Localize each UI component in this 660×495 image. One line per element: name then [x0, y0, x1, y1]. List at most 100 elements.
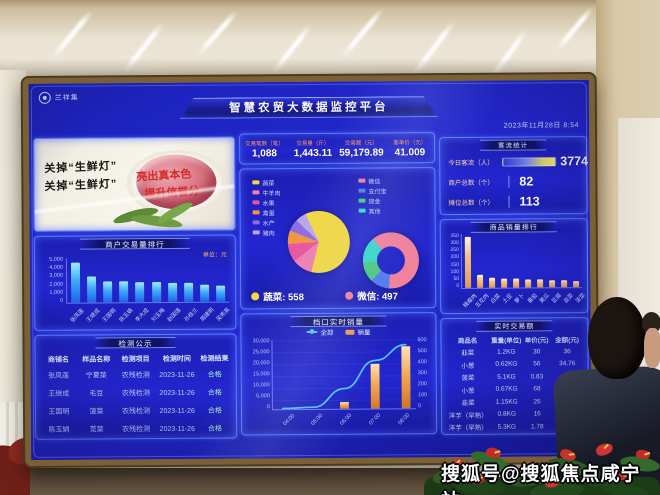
table-cell: 合格 — [207, 389, 222, 397]
y-axis: 350 300 250 200 150 100 50 0 — [443, 233, 459, 289]
axis-label-slot: 萝卜 — [511, 291, 526, 311]
visitor-stat-label: 摊位总数（个） — [448, 199, 495, 208]
table-cell: 0.8KG — [497, 410, 517, 418]
axis-label-slot: 刘玉梅 — [151, 305, 167, 325]
axis-label: 赵国强 — [166, 307, 183, 324]
table-cell: 26 — [533, 398, 541, 406]
table-row: 张凤莲 宁夏菜 农残检测 2023-11-26 合格 — [41, 366, 231, 385]
bar — [86, 276, 97, 303]
axis-label-slot: 豆腐 — [547, 290, 563, 310]
legend-swatch — [358, 188, 366, 193]
axis-label: 李大成 — [134, 307, 151, 324]
axis-label-slot: 04:00 — [281, 412, 296, 432]
stat-value: 1,443.11 — [293, 147, 333, 159]
table-cell: 小葱 — [461, 387, 475, 395]
second-person-face — [644, 328, 660, 368]
table-row: 王继成 毛豆 农残检测 2023-11-26 合格 — [41, 384, 231, 403]
banner-line-1: 关掉“生鲜灯” — [44, 160, 118, 176]
table-cell: 16 — [533, 410, 541, 418]
visitor-stat-label: 商户总数（个） — [448, 179, 494, 188]
axis-tick: 250 — [450, 247, 459, 254]
bar — [167, 282, 177, 302]
table-cell: 张凤莲 — [48, 372, 70, 380]
divider — [508, 195, 510, 208]
legend-item: 微信 — [358, 175, 386, 185]
column-header: 单价(元) — [524, 336, 549, 345]
axis-label-slot: 吴秀英 — [216, 305, 232, 325]
bar — [489, 277, 496, 288]
table-header-row: 商品名 重量(单位) 单价(元) 金额(元) — [445, 332, 583, 346]
axis-label: 吴秀英 — [215, 306, 232, 323]
table-row: 小葱 0.62KG 56 34.76 — [446, 358, 584, 371]
watermark: 搜狐号@搜狐焦点咸宁站 — [441, 464, 641, 495]
axis-label-slot: 五花肉 — [474, 291, 490, 311]
table-cell: 王国明 — [48, 408, 70, 416]
left-wall — [0, 70, 26, 430]
trend-legend: 全部 销量 — [241, 326, 435, 337]
logo-text: 兰祥集 — [54, 94, 79, 102]
banner-line-2: 关掉“生鲜灯” — [44, 178, 118, 194]
table-cell: 合格 — [207, 371, 222, 379]
table-cell: 2023-11-26 — [159, 371, 195, 379]
legend-label: 现金 — [368, 199, 381, 206]
stat-label: 客单价（元） — [393, 139, 427, 146]
legend-label: 猪肉 — [262, 230, 275, 237]
table-cell: 30 — [533, 348, 541, 356]
axis-label-slot: 孙桂兰 — [183, 305, 199, 325]
panel-title: 档口实时销量 — [290, 315, 387, 328]
axis-tick: 600 — [417, 337, 427, 344]
sales-trend-panel: 档口实时销量 全部 销量 30,000 25,000 20,000 15,000 10,0… — [240, 312, 438, 436]
stat-value: 41.009 — [394, 146, 426, 158]
axis-tick: 350 — [450, 232, 459, 240]
axis-tick: 10,000 — [252, 382, 270, 389]
legend-swatch — [252, 210, 260, 215]
table-cell: 韭菜 — [461, 400, 475, 408]
column-header: 样品名称 — [82, 355, 111, 364]
axis-label: 06:00 — [339, 412, 354, 427]
axis-label: 08:00 — [396, 412, 411, 427]
category-pie-chart — [287, 210, 351, 274]
axis-label-slot: 08:00 — [397, 411, 411, 431]
page-title: 智慧农贸大数据监控平台 — [180, 96, 438, 119]
legend-label: 蔬菜 — [262, 180, 275, 187]
category-legend: 蔬菜 牛羊肉 水果 禽蛋 水产 猪肉 — [252, 177, 281, 237]
divider — [508, 175, 510, 188]
panel-title: 实时交易额 — [476, 320, 553, 332]
axis-tick: 15,000 — [252, 371, 270, 378]
visitor-stats: 今日客流（人） 3774 商户总数（个） 82 摊位总数（个） 113 — [448, 151, 588, 212]
trend-svg — [281, 343, 411, 410]
bar — [216, 285, 226, 302]
axis-label-slot: 陈玉娟 — [118, 305, 134, 325]
legend-swatch — [252, 180, 260, 185]
red-flower — [470, 475, 485, 484]
axis-label-slot: 05:00 — [310, 412, 325, 432]
table-cell: 0.67KG — [495, 385, 518, 393]
stat-value: 1,088 — [251, 147, 277, 159]
category-pie-footer: 蔬菜: 558 — [251, 289, 304, 303]
column-header: 商品名 — [457, 337, 478, 345]
legend-label: 其他 — [368, 209, 381, 216]
axis-label: 07:00 — [368, 412, 383, 427]
legend-item: 牛羊肉 — [252, 187, 281, 197]
visitor-stat-row: 今日客流（人） 3774 — [448, 151, 588, 172]
legend-item: 禽蛋 — [252, 207, 281, 217]
panel-title: 商品销量排行 — [470, 221, 557, 233]
bar — [70, 262, 80, 303]
legend-item: 其他 — [358, 205, 387, 216]
column-header: 检测时间 — [162, 355, 191, 363]
axis-tick: 0 — [60, 297, 64, 304]
axis-label-slot: 张凤莲 — [69, 306, 85, 326]
table-cell: 洋芋（早熟） — [448, 412, 488, 420]
payment-donut-chart — [362, 232, 420, 289]
bar — [537, 279, 544, 288]
table-cell: 小葱 — [461, 362, 475, 370]
bar-chart — [460, 233, 583, 289]
visitor-stat-row: 商户总数（个） 82 — [448, 171, 581, 192]
bar — [464, 236, 472, 288]
stat-cell: 交易额（元） 59,179.89 — [337, 138, 386, 158]
panel-title: 检测公示 — [95, 336, 176, 349]
y-axis-left: 30,000 25,000 20,000 15,000 10,000 5,000 0 — [243, 338, 270, 410]
axis-label-slot: 白菜 — [486, 291, 502, 311]
axis-tick: 100 — [450, 268, 460, 275]
axis-tick: 500 — [417, 348, 427, 355]
